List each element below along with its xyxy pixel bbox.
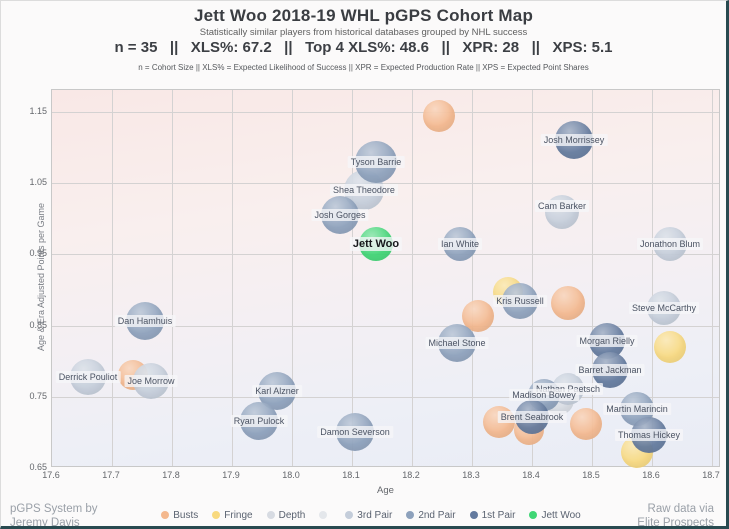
player-label: Steve McCarthy bbox=[628, 301, 700, 314]
gridline-vertical bbox=[472, 90, 473, 466]
x-tick-label: 17.8 bbox=[162, 470, 180, 480]
y-tick-label: 0.85 bbox=[29, 319, 47, 330]
plot-area: Josh Morrissey Tyson Barrie Shea Theodore J… bbox=[51, 89, 720, 468]
gridline-vertical bbox=[412, 90, 413, 466]
player-label: Damon Severson bbox=[317, 426, 393, 439]
player-label: Shea Theodore bbox=[330, 184, 398, 197]
gridline-vertical bbox=[352, 90, 353, 466]
y-tick-label: 0.65 bbox=[29, 462, 47, 472]
legend-item-pair1: 1st Pair bbox=[469, 509, 516, 521]
player-label: Morgan Rielly bbox=[576, 335, 638, 348]
legend-item-bust: Busts bbox=[161, 510, 198, 521]
player-label: Derrick Pouliot bbox=[55, 370, 121, 383]
1st Pair-legend-dot-icon bbox=[469, 511, 478, 519]
legend-item-fringe: Fringe bbox=[212, 509, 253, 521]
3rd Pair-legend-dot-icon bbox=[345, 511, 354, 519]
y-tick-label: 0.95 bbox=[29, 248, 47, 259]
player-label: Barret Jackman bbox=[575, 363, 645, 376]
credit-left: pGPS System by Jeremy Davis bbox=[10, 502, 98, 529]
cohort-bubble bbox=[654, 330, 686, 363]
cohort-bubble bbox=[551, 285, 585, 320]
x-tick-label: 18.7 bbox=[702, 470, 720, 480]
player-label: Dan Hamhuis bbox=[114, 315, 176, 328]
player-label: Joe Morrow bbox=[124, 375, 178, 388]
stats-line: n = 35 || XLS%: 67.2 || Top 4 XLS%: 48.6… bbox=[114, 39, 613, 56]
gridline-vertical bbox=[292, 90, 293, 466]
credit-left-line1: pGPS System by bbox=[10, 503, 98, 515]
2nd Pair-legend-dot-icon bbox=[406, 511, 415, 519]
legend-label: 3rd Pair bbox=[357, 509, 393, 521]
cohort-bubble bbox=[423, 99, 455, 132]
legend-item-pair3: 3rd Pair bbox=[345, 510, 392, 521]
x-tick-label: 18.2 bbox=[402, 470, 420, 480]
player-label: Madison Bowey bbox=[509, 389, 579, 402]
credit-left-line2: Jeremy Davis bbox=[10, 517, 80, 529]
legend-label: Fringe bbox=[224, 509, 253, 521]
x-tick-label: 18.3 bbox=[462, 470, 480, 480]
legend: Busts Fringe Depth 3rd Pair 2nd Pair 1st Pair… bbox=[51, 506, 691, 524]
legend-label: Depth bbox=[278, 509, 306, 521]
legend-item-depth: Depth bbox=[266, 509, 306, 521]
gridline-horizontal bbox=[52, 183, 719, 185]
player-label: Tyson Barrie bbox=[347, 155, 405, 168]
gridline-vertical bbox=[172, 90, 173, 466]
player-label: Thomas Hickey bbox=[614, 429, 684, 442]
player-label: Cam Barker bbox=[534, 199, 590, 212]
x-tick-label: 18.6 bbox=[642, 470, 660, 480]
x-tick-label: 18.4 bbox=[522, 470, 540, 480]
legend-label: Busts bbox=[173, 509, 199, 521]
credit-right-line1: Raw data via bbox=[647, 503, 714, 515]
stats-note: n = Cohort Size || XLS% = Expected Likel… bbox=[138, 63, 589, 72]
y-tick-label: 1.05 bbox=[29, 177, 47, 188]
x-tick-label: 18.0 bbox=[282, 470, 300, 480]
Jett Woo-legend-dot-icon bbox=[529, 511, 538, 519]
gridline-vertical bbox=[592, 90, 593, 466]
legend-item-pair2: 2nd Pair bbox=[406, 509, 456, 521]
gridline-vertical bbox=[112, 90, 113, 466]
player-label: Karl Alzner bbox=[252, 385, 302, 398]
x-axis-label: Age bbox=[377, 485, 394, 496]
credit-right-line2: Elite Prospects bbox=[637, 517, 714, 529]
player-label: Martin Marincin bbox=[603, 402, 671, 415]
x-tick-label: 17.7 bbox=[102, 470, 120, 480]
player-label: Jonathon Blum bbox=[636, 237, 704, 250]
legend-item-blank bbox=[319, 511, 331, 519]
player-label: Ian White bbox=[437, 237, 483, 250]
cohort-bubble bbox=[570, 407, 602, 440]
credit-right: Raw data via Elite Prospects bbox=[637, 502, 714, 529]
legend-label: 1st Pair bbox=[481, 509, 516, 521]
gridline-horizontal bbox=[52, 112, 719, 113]
x-tick-label: 17.9 bbox=[222, 470, 240, 480]
x-tick-label: 18.5 bbox=[582, 470, 600, 480]
y-tick-label: 1.15 bbox=[29, 106, 47, 116]
x-tick-label: 18.1 bbox=[342, 470, 360, 480]
player-label: Josh Gorges bbox=[311, 209, 369, 222]
player-label: Ryan Pulock bbox=[230, 415, 288, 427]
gridline-horizontal bbox=[52, 325, 719, 327]
Busts-legend-dot-icon bbox=[161, 511, 170, 519]
chart-subtitle: Statistically similar players from histo… bbox=[199, 27, 528, 38]
gridline-vertical bbox=[532, 90, 533, 466]
legend-label: Jett Woo bbox=[541, 509, 581, 521]
x-tick-label: 17.6 bbox=[42, 470, 60, 480]
player-label: Jett Woo bbox=[349, 236, 403, 251]
y-axis-label: Age & Era Adjusted Points per Game bbox=[36, 202, 46, 352]
gridline-vertical bbox=[652, 90, 653, 466]
Fringe-legend-dot-icon bbox=[212, 511, 221, 519]
gridline-horizontal bbox=[52, 396, 719, 398]
player-label: Kris Russell bbox=[493, 294, 547, 307]
gridline-vertical bbox=[232, 90, 233, 466]
legend-label: 2nd Pair bbox=[418, 509, 456, 521]
gridline-vertical bbox=[712, 90, 713, 466]
player-label: Brent Seabrook bbox=[497, 410, 567, 423]
y-tick-label: 0.75 bbox=[29, 390, 47, 401]
Depth-legend-dot-icon bbox=[266, 511, 275, 519]
player-label: Michael Stone bbox=[425, 336, 489, 349]
legend-item-jett: Jett Woo bbox=[529, 509, 581, 521]
page-title: Jett Woo 2018-19 WHL pGPS Cohort Map bbox=[193, 6, 534, 25]
player-label: Josh Morrissey bbox=[540, 134, 608, 147]
blank-legend-dot-icon bbox=[319, 511, 328, 519]
